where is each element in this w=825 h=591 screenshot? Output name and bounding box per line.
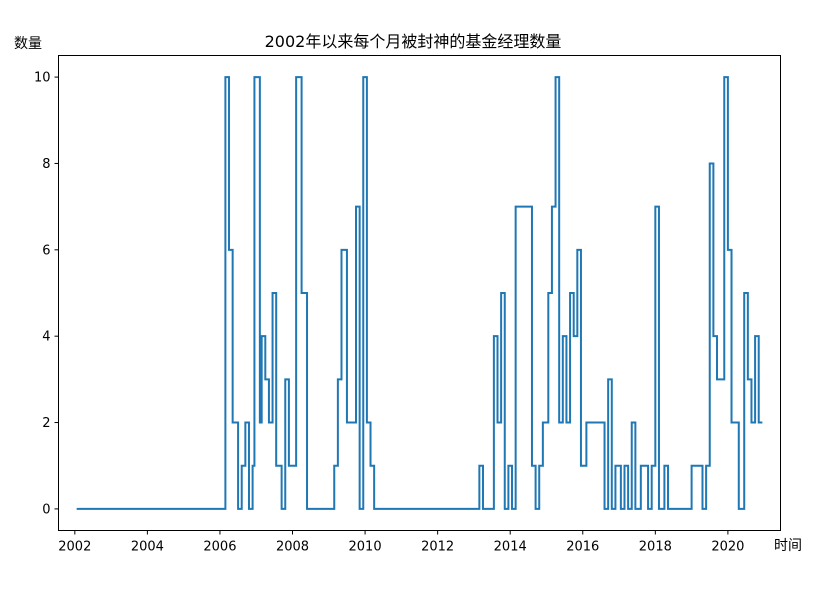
y-tick-label: 6 bbox=[42, 243, 50, 258]
y-axis-label: 数量 bbox=[14, 36, 42, 52]
x-axis: 2002 2004 2006 2008 2010 2012 2014 2016 2018 2020 bbox=[58, 530, 744, 555]
x-tick-label: 2012 bbox=[421, 540, 454, 555]
y-tick-label: 4 bbox=[42, 330, 50, 345]
x-tick-label: 2006 bbox=[203, 540, 236, 555]
x-tick-label: 2010 bbox=[349, 540, 382, 555]
y-tick-label: 0 bbox=[42, 502, 50, 517]
x-tick-label: 2008 bbox=[276, 540, 309, 555]
y-tick-label: 10 bbox=[34, 71, 51, 86]
series-line bbox=[76, 76, 763, 510]
y-axis: 0 2 4 6 8 10 bbox=[34, 71, 59, 517]
y-tick-label: 8 bbox=[42, 157, 50, 172]
y-tick-label: 2 bbox=[42, 416, 50, 431]
x-axis-label: 时间 bbox=[774, 538, 802, 554]
x-tick-label: 2018 bbox=[639, 540, 672, 555]
series-layer bbox=[76, 76, 763, 510]
x-tick-label: 2016 bbox=[566, 540, 599, 555]
x-tick-label: 2002 bbox=[58, 540, 91, 555]
x-tick-label: 2020 bbox=[711, 540, 744, 555]
x-tick-label: 2004 bbox=[131, 540, 164, 555]
x-tick-label: 2014 bbox=[494, 540, 527, 555]
chart-title: 2002年以来每个月被封神的基金经理数量 bbox=[265, 32, 562, 51]
plot-frame bbox=[58, 55, 781, 531]
